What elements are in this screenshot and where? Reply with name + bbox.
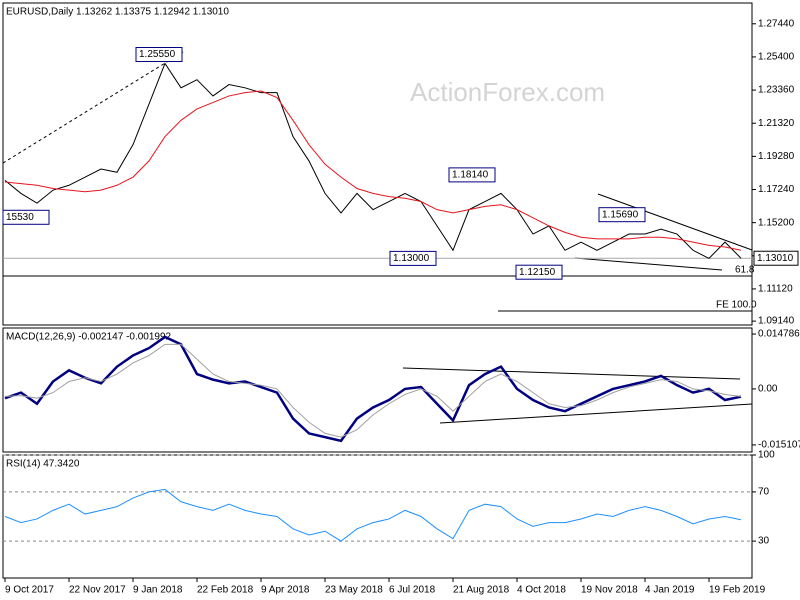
panel-title: MACD(12,26,9) -0.002147 -0.001992	[6, 332, 172, 343]
y-tick-label: 0.014786	[758, 329, 800, 340]
watermark: ActionForex.com	[410, 77, 605, 107]
x-tick-label: 4 Oct 2018	[517, 585, 566, 596]
series-line	[4, 343, 742, 438]
trend-line	[439, 403, 753, 424]
y-tick-label: 1.23360	[758, 85, 795, 96]
y-tick-label: 1.15200	[758, 217, 795, 228]
fib-label: FE 100.0	[716, 300, 757, 311]
x-tick-label: 21 Aug 2018	[453, 585, 510, 596]
x-tick-label: 19 Feb 2019	[709, 585, 766, 596]
panel-title: EURUSD,Daily 1.13262 1.13375 1.12942 1.1…	[6, 7, 229, 18]
annotation-box	[135, 47, 183, 63]
annotation-box	[389, 250, 437, 266]
annotation-label: 1.13000	[393, 253, 430, 264]
x-tick-label: 9 Apr 2018	[261, 585, 310, 596]
y-tick-label: 100	[758, 450, 775, 461]
macd-panel	[2, 327, 753, 453]
x-tick-label: 22 Nov 2017	[69, 585, 126, 596]
trend-line	[2, 51, 184, 164]
x-tick-label: 9 Jan 2018	[133, 585, 183, 596]
annotation-box	[598, 207, 646, 223]
y-tick-label: 1.17240	[758, 184, 795, 195]
y-tick-label: 1.27440	[758, 18, 795, 29]
trend-line	[574, 257, 723, 271]
price-panel	[2, 2, 753, 326]
y-tick-label: 1.11120	[758, 284, 793, 295]
trend-line	[402, 367, 741, 380]
y-tick-label: 1.25400	[758, 52, 795, 63]
x-tick-label: 23 May 2018	[325, 585, 383, 596]
annotation-label: 15530	[6, 212, 34, 223]
x-tick-label: 6 Jul 2018	[389, 585, 436, 596]
x-tick-label: 19 Nov 2018	[581, 585, 638, 596]
annotation-box	[515, 264, 563, 280]
y-tick-label: 70	[758, 487, 770, 498]
annotation-label: 1.25550	[139, 49, 176, 60]
y-tick-label: 1.19280	[758, 151, 795, 162]
series-line	[4, 335, 742, 443]
series-line	[4, 90, 742, 251]
y-tick-label: 1.09140	[758, 316, 795, 327]
series-line	[4, 488, 742, 542]
last-price-label: 1.13010	[757, 253, 794, 264]
x-tick-label: 4 Jan 2019	[645, 585, 695, 596]
annotation-box	[2, 209, 50, 225]
trend-line	[597, 193, 753, 251]
annotation-label: 1.15690	[602, 209, 639, 220]
x-tick-label: 22 Feb 2018	[197, 585, 254, 596]
y-tick-label: 0.00	[758, 384, 778, 395]
y-tick-label: 30	[758, 536, 770, 547]
y-tick-label: -0.015107	[758, 440, 800, 451]
annotation-label: 1.12150	[519, 267, 556, 278]
annotation-box	[448, 167, 496, 183]
y-tick-label: 1.21320	[758, 118, 795, 129]
fib-label: 61.8	[735, 265, 755, 276]
last-price-box	[753, 250, 799, 266]
series-line	[4, 62, 742, 260]
x-tick-label: 9 Oct 2017	[5, 585, 54, 596]
annotation-label: 1.18140	[452, 170, 489, 181]
panel-title: RSI(14) 47.3420	[6, 459, 80, 470]
